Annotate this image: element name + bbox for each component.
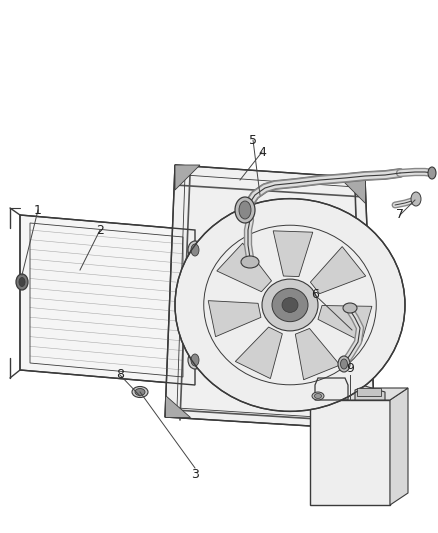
- Polygon shape: [217, 243, 272, 292]
- Polygon shape: [165, 165, 375, 430]
- Ellipse shape: [241, 256, 259, 268]
- Ellipse shape: [411, 192, 421, 206]
- Ellipse shape: [191, 244, 199, 256]
- Polygon shape: [355, 386, 385, 400]
- Polygon shape: [310, 400, 390, 505]
- Polygon shape: [273, 231, 313, 277]
- Bar: [357, 388, 381, 396]
- Polygon shape: [340, 178, 365, 203]
- Polygon shape: [318, 305, 372, 342]
- Text: 3: 3: [191, 469, 199, 481]
- Ellipse shape: [343, 303, 357, 313]
- Text: 9: 9: [346, 361, 354, 375]
- Ellipse shape: [338, 356, 350, 372]
- Ellipse shape: [132, 386, 148, 398]
- Text: 4: 4: [258, 146, 266, 158]
- Polygon shape: [310, 388, 408, 400]
- Ellipse shape: [16, 274, 28, 290]
- Ellipse shape: [235, 197, 255, 223]
- Ellipse shape: [314, 393, 321, 399]
- Ellipse shape: [272, 288, 308, 321]
- Text: 6: 6: [311, 288, 319, 302]
- Ellipse shape: [19, 278, 25, 287]
- Text: 2: 2: [96, 223, 104, 237]
- Polygon shape: [295, 328, 340, 379]
- Ellipse shape: [340, 359, 347, 369]
- Ellipse shape: [188, 351, 202, 369]
- Text: 5: 5: [249, 133, 257, 147]
- Ellipse shape: [262, 279, 318, 331]
- Ellipse shape: [312, 392, 324, 400]
- Polygon shape: [20, 215, 195, 385]
- Ellipse shape: [191, 354, 199, 366]
- Polygon shape: [175, 165, 200, 190]
- Ellipse shape: [175, 199, 405, 411]
- Polygon shape: [390, 388, 408, 505]
- Polygon shape: [235, 327, 283, 378]
- Text: 1: 1: [34, 204, 42, 216]
- Ellipse shape: [428, 167, 436, 179]
- Polygon shape: [350, 418, 375, 430]
- Polygon shape: [165, 395, 190, 417]
- Text: 7: 7: [396, 208, 404, 222]
- Ellipse shape: [135, 389, 145, 395]
- Ellipse shape: [282, 297, 298, 312]
- Ellipse shape: [188, 241, 202, 259]
- Text: 8: 8: [116, 368, 124, 382]
- Polygon shape: [208, 301, 261, 337]
- Ellipse shape: [239, 201, 251, 219]
- Polygon shape: [311, 247, 366, 294]
